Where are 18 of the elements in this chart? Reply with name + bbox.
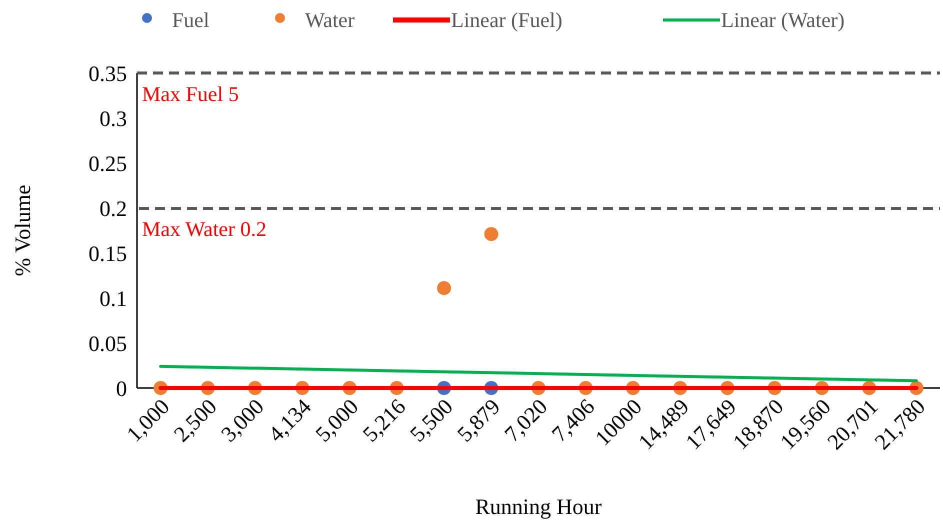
annotation: Max Fuel 5 [142,82,239,106]
legend-label: Water [305,8,355,32]
y-tick-label: 0.15 [88,241,127,266]
ref-line-label: Max Water 0.2 [142,217,266,241]
y-tick-label: 0.3 [100,106,127,131]
point [484,227,498,242]
x-axis-title: Running Hour [475,494,602,519]
y-tick-label: 0.2 [100,196,127,221]
y-tick-label: 0.35 [88,61,127,86]
y-axis-title: % Volume [10,184,35,276]
legend-label: Linear (Fuel) [451,8,562,32]
y-tick-label: 0.05 [88,331,127,356]
y-tick-label: 0 [116,376,127,401]
legend-label: Linear (Water) [721,8,845,32]
point [437,281,452,296]
y-tick-label: 0.25 [88,151,127,176]
y-tick-label: 0.1 [100,286,127,311]
legend-label: Fuel [172,8,210,32]
